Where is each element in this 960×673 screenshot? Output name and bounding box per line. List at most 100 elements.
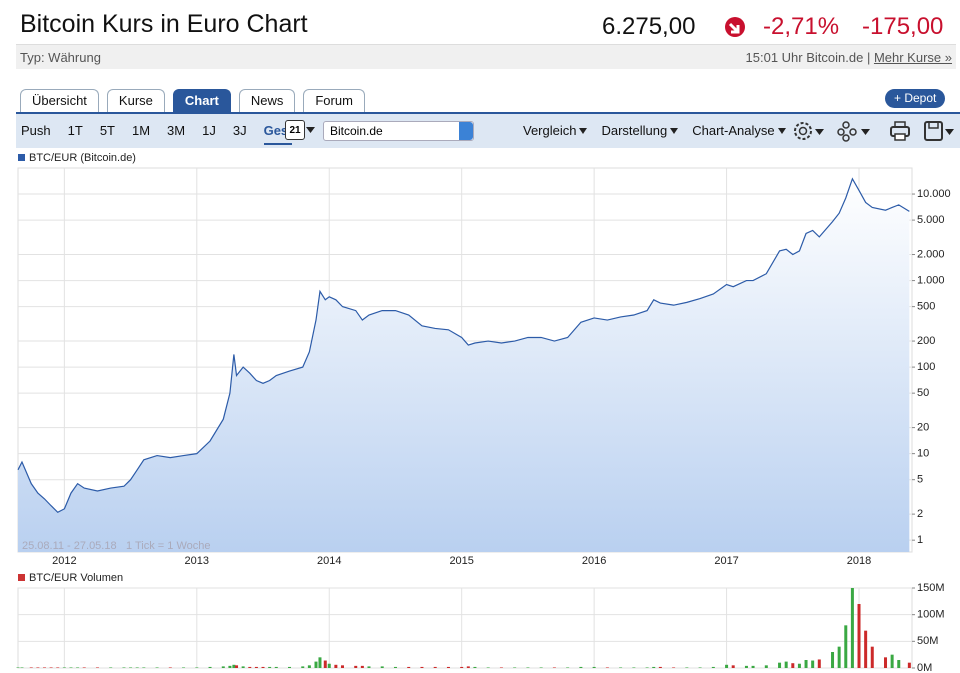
- volume-bar: [744, 665, 748, 668]
- volume-bar: [241, 666, 245, 668]
- tab[interactable]: Übersicht: [20, 89, 99, 112]
- volume-bar: [208, 666, 212, 668]
- x-tick-label: 2016: [582, 555, 606, 567]
- sub-header: Typ: Währung 15:01 Uhr Bitcoin.de | Mehr…: [16, 44, 956, 69]
- tab[interactable]: Kurse: [106, 89, 165, 112]
- volume-bar: [261, 666, 265, 668]
- time: 15:01 Uhr Bitcoin.de: [745, 50, 864, 65]
- legend-label: BTC/EUR (Bitcoin.de): [29, 152, 136, 164]
- down-icon: [725, 17, 745, 37]
- volume-bar: [473, 666, 477, 668]
- y-tick-label: 500: [917, 301, 935, 313]
- tab[interactable]: Chart: [172, 89, 231, 112]
- volume-bar: [864, 630, 868, 668]
- volume-bar: [360, 665, 364, 668]
- volume-bar: [526, 667, 530, 668]
- volume-bar: [232, 664, 236, 668]
- volume-bar: [307, 665, 311, 668]
- y-tick-label: 2.000: [917, 248, 945, 260]
- volume-bar: [168, 667, 172, 668]
- y-tick-label: 200: [917, 335, 935, 347]
- volume-bar: [274, 666, 278, 668]
- volume-bar: [884, 657, 888, 668]
- range-button[interactable]: 3J: [232, 123, 247, 138]
- volume-bar: [890, 654, 894, 668]
- menu[interactable]: Vergleich: [523, 123, 587, 138]
- range-button[interactable]: 1T: [67, 123, 83, 138]
- volume-bar: [778, 662, 782, 668]
- volume-bar: [831, 652, 835, 668]
- date-range: 25.08.11 - 27.05.18: [22, 540, 117, 552]
- volume-bar: [870, 646, 874, 668]
- y-tick-label: 0M: [917, 662, 932, 673]
- x-tick-label: 2014: [317, 555, 341, 567]
- volume-bar: [837, 646, 841, 668]
- range-button[interactable]: 1M: [131, 123, 151, 138]
- range-button[interactable]: Push: [21, 123, 51, 138]
- y-tick-label: 1: [917, 534, 923, 546]
- volume-bar: [907, 662, 911, 668]
- volume-bar: [42, 667, 46, 668]
- y-tick-label: 1.000: [917, 274, 945, 286]
- volume-bar: [301, 666, 305, 668]
- volume-bar: [784, 661, 788, 668]
- volume-bar: [731, 665, 735, 668]
- volume-bar: [16, 667, 20, 668]
- range-button[interactable]: Ges.: [263, 123, 292, 145]
- calendar[interactable]: 21: [285, 120, 305, 140]
- source-select[interactable]: Bitcoin.de: [323, 121, 474, 141]
- volume-bar: [354, 665, 358, 668]
- tab[interactable]: News: [238, 89, 296, 112]
- volume-bar: [804, 660, 808, 668]
- volume-bar: [56, 667, 60, 668]
- volume-bar: [797, 663, 801, 668]
- volume-bar: [579, 666, 583, 668]
- volume-bar: [652, 666, 656, 668]
- volume-bar: [340, 665, 344, 668]
- y-tick-label: 100M: [917, 609, 945, 621]
- volume-bar: [182, 667, 186, 668]
- menu[interactable]: Chart-Analyse: [692, 123, 785, 138]
- volume-bar: [632, 667, 636, 668]
- depot-button[interactable]: + Depot: [885, 89, 946, 108]
- volume-bar: [844, 625, 848, 668]
- area-fill: [18, 178, 910, 552]
- volume-bar: [499, 667, 503, 668]
- volume-bar: [76, 667, 80, 668]
- ranges: Push 1T 5T 1M 3M 1J 3J Ges.: [21, 123, 292, 145]
- volume-bar: [36, 667, 40, 668]
- y-tick-label: 10: [917, 448, 929, 460]
- volume-bar: [129, 667, 133, 668]
- range-button[interactable]: 5T: [99, 123, 115, 138]
- volume-bar: [460, 666, 464, 668]
- volume-bar: [817, 659, 821, 668]
- volume-bar: [367, 666, 371, 668]
- volume-bar: [725, 664, 729, 668]
- range-button[interactable]: 3M: [167, 123, 186, 138]
- volume-bar: [248, 666, 252, 668]
- volume-bar: [698, 667, 702, 668]
- plot-frame: [17, 167, 913, 553]
- volume-bar: [314, 661, 318, 668]
- volume-bar: [711, 666, 715, 668]
- volume-bar: [645, 667, 649, 668]
- volume-bar: [109, 667, 113, 668]
- volume-bar: [393, 666, 397, 668]
- range-button[interactable]: 1J: [202, 123, 216, 138]
- more-link[interactable]: Mehr Kurse »: [873, 50, 952, 65]
- volume-bar: [420, 666, 424, 668]
- volume-bar: [552, 667, 556, 668]
- volume-bar: [539, 667, 543, 668]
- tool-icons: [794, 121, 954, 142]
- volume-bar: [288, 666, 292, 668]
- legend-label: BTC/EUR Volumen: [29, 572, 123, 584]
- tabs: Übersicht Kurse Chart News Forum: [20, 89, 365, 112]
- menu[interactable]: Darstellung: [601, 123, 678, 138]
- volume-bar: [228, 665, 232, 668]
- tab[interactable]: Forum: [303, 89, 365, 112]
- price: 6.275,00: [602, 13, 696, 40]
- x-tick-label: 2013: [185, 555, 209, 567]
- volume-bar: [486, 667, 490, 668]
- volume-bar: [254, 666, 258, 668]
- volume-bar: [334, 664, 338, 668]
